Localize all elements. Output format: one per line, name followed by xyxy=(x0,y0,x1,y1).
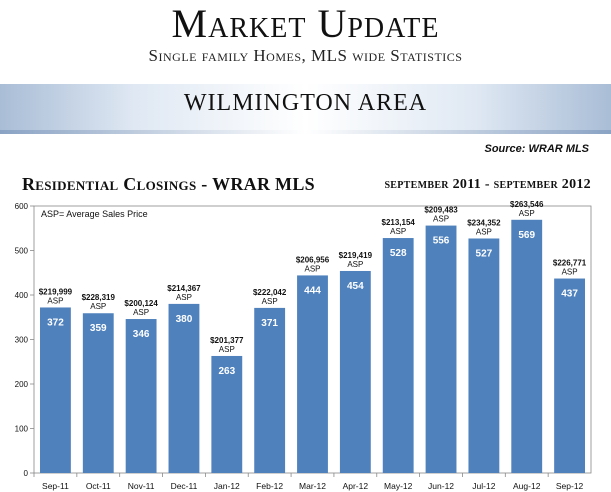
asp-price-label: $226,771 xyxy=(553,259,587,268)
y-axis: 0 100 200 300 400 500 600 xyxy=(15,202,34,478)
bar-value-label: 528 xyxy=(390,248,407,259)
asp-tag-label: ASP xyxy=(562,268,578,277)
bar-value-label: 359 xyxy=(90,323,107,334)
asp-tag-label: ASP xyxy=(47,296,63,305)
bar xyxy=(211,355,243,473)
asp-price-label: $200,124 xyxy=(124,299,158,308)
x-tick-label: Feb-12 xyxy=(256,481,283,491)
asp-tag-label: ASP xyxy=(176,293,192,302)
closings-bar-chart: ASP= Average Sales Price 0 100 200 300 400 50… xyxy=(15,200,592,491)
x-tick-label: Jul-12 xyxy=(472,481,495,491)
y-tick-label: 100 xyxy=(15,425,29,434)
x-tick-label: Apr-12 xyxy=(343,481,369,491)
bar xyxy=(382,238,414,473)
asp-tag-label: ASP xyxy=(390,227,406,236)
bar xyxy=(168,303,200,473)
x-tick-label: Jun-12 xyxy=(428,481,454,491)
chart-date-range: september 2011 - september 2012 xyxy=(384,177,591,192)
y-tick-label: 0 xyxy=(24,469,29,478)
bar xyxy=(39,307,71,473)
x-axis: Sep-11 Oct-11 Nov-11 Dec-11 Jan-12 Feb-12 Mar-… xyxy=(33,473,584,491)
banner-divider xyxy=(0,130,611,134)
asp-tag-label: ASP xyxy=(476,227,492,236)
bar xyxy=(468,238,500,473)
x-tick-label: Oct-11 xyxy=(86,481,111,491)
bar-value-label: 346 xyxy=(133,329,150,340)
asp-price-label: $234,352 xyxy=(467,218,501,227)
bar-value-label: 444 xyxy=(304,285,321,296)
bars-group: 372$219,999ASP359$228,319ASP346$200,124A… xyxy=(39,200,587,473)
asp-price-label: $214,367 xyxy=(167,284,201,293)
x-tick-label: May-12 xyxy=(384,481,413,491)
asp-tag-label: ASP xyxy=(262,297,278,306)
bar xyxy=(254,307,286,473)
bar-value-label: 380 xyxy=(176,314,193,325)
bar-value-label: 556 xyxy=(433,236,450,247)
page-subtitle: Single family Homes, MLS wide Statistics xyxy=(148,46,463,65)
asp-price-label: $263,546 xyxy=(510,200,544,209)
bar-value-label: 371 xyxy=(261,318,278,329)
bar xyxy=(125,319,157,473)
bar xyxy=(554,278,586,473)
asp-price-label: $228,319 xyxy=(82,293,116,302)
source-label: Source: WRAR MLS xyxy=(484,143,590,155)
bar xyxy=(297,275,328,473)
x-tick-label: Aug-12 xyxy=(513,481,541,491)
asp-tag-label: ASP xyxy=(133,308,149,317)
bar-value-label: 437 xyxy=(561,289,578,300)
asp-price-label: $222,042 xyxy=(253,288,287,297)
asp-price-label: $219,419 xyxy=(339,251,373,260)
bar-value-label: 569 xyxy=(518,230,535,241)
asp-tag-label: ASP xyxy=(519,209,535,218)
bar-value-label: 263 xyxy=(218,366,235,377)
bar xyxy=(425,225,457,473)
x-tick-label: Sep-11 xyxy=(42,481,69,491)
y-tick-label: 400 xyxy=(15,291,29,300)
area-title: WILMINGTON AREA xyxy=(183,90,428,116)
x-tick-label: Nov-11 xyxy=(128,481,155,491)
asp-tag-label: ASP xyxy=(347,260,363,269)
asp-price-label: $206,956 xyxy=(296,255,330,264)
x-tick-label: Sep-12 xyxy=(556,481,584,491)
asp-tag-label: ASP xyxy=(219,345,235,354)
x-tick-label: Dec-11 xyxy=(171,481,198,491)
asp-tag-label: ASP xyxy=(433,215,449,224)
asp-legend-note: ASP= Average Sales Price xyxy=(41,209,148,219)
asp-price-label: $219,999 xyxy=(39,287,73,296)
bar-value-label: 454 xyxy=(347,281,364,292)
asp-price-label: $213,154 xyxy=(382,218,416,227)
x-tick-label: Jan-12 xyxy=(214,481,240,491)
area-banner xyxy=(0,84,611,130)
asp-price-label: $209,483 xyxy=(424,206,458,215)
y-tick-label: 200 xyxy=(15,380,29,389)
bar xyxy=(339,270,371,473)
bar xyxy=(82,313,114,473)
x-tick-label: Mar-12 xyxy=(299,481,326,491)
asp-tag-label: ASP xyxy=(304,264,320,273)
page-title: Market Update xyxy=(171,1,440,46)
asp-tag-label: ASP xyxy=(90,302,106,311)
y-tick-label: 600 xyxy=(15,202,29,211)
bar-value-label: 372 xyxy=(47,317,64,328)
asp-price-label: $201,377 xyxy=(210,336,244,345)
bar xyxy=(511,219,543,473)
chart-title: Residential Closings - WRAR MLS xyxy=(22,174,315,194)
y-tick-label: 500 xyxy=(15,247,29,256)
y-tick-label: 300 xyxy=(15,336,29,345)
bar-value-label: 527 xyxy=(476,248,493,259)
